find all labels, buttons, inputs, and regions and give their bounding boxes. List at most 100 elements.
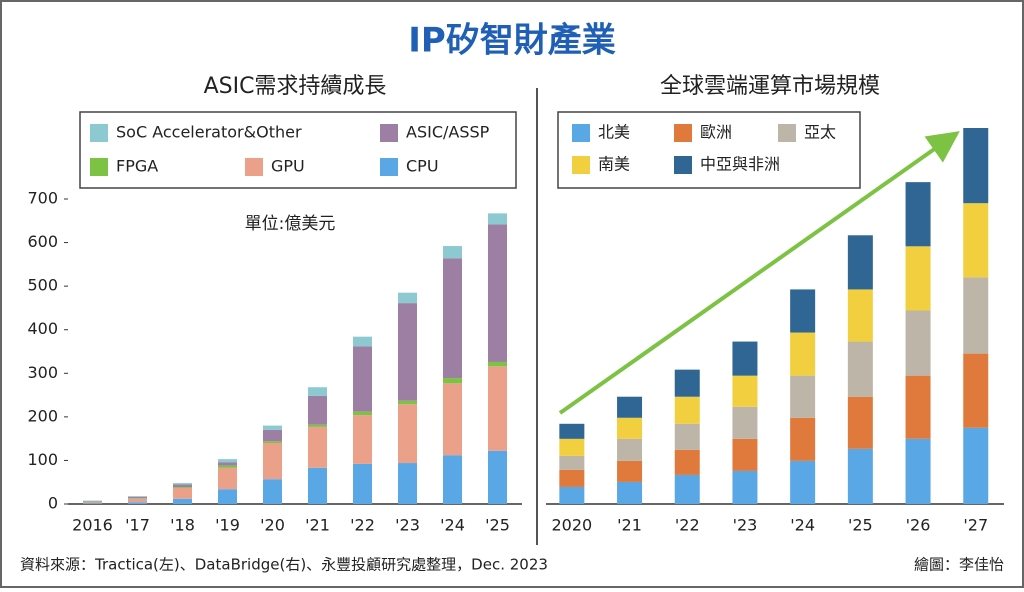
bar-segment: [617, 397, 642, 418]
bar-segment: [128, 502, 147, 504]
x-tick-label: '23: [733, 516, 758, 535]
x-tick-label: '22: [350, 516, 375, 535]
bar-segment: [353, 415, 372, 464]
bar-segment: [790, 333, 815, 376]
bar-segment: [488, 366, 507, 451]
bar-segment: [308, 387, 327, 396]
legend-label: 亞太: [804, 123, 836, 142]
bar-segment: [353, 346, 372, 411]
bar-segment: [488, 451, 507, 504]
bar-segment: [398, 293, 417, 303]
bar-segment: [443, 378, 462, 383]
bar-segment: [173, 484, 192, 487]
legend-label: FPGA: [116, 157, 158, 176]
legend-swatch: [245, 158, 263, 176]
bar-segment: [848, 342, 873, 397]
bar-segment: [732, 407, 757, 439]
legend-label: CPU: [406, 157, 439, 176]
bar-segment: [675, 450, 700, 475]
unit-note: 單位:億美元: [245, 214, 336, 234]
bar-segment: [218, 489, 237, 504]
bar-segment: [128, 499, 147, 502]
bar-segment: [906, 376, 931, 439]
legend-swatch: [380, 158, 398, 176]
bar-segment: [308, 427, 327, 468]
bar-segment: [732, 376, 757, 407]
y-tick-label: 300: [27, 363, 58, 382]
bar-segment: [790, 418, 815, 461]
bar-segment: [443, 383, 462, 455]
bar-segment: [790, 289, 815, 332]
bar-segment: [353, 412, 372, 415]
legend-swatch: [90, 158, 108, 176]
legend-swatch: [674, 124, 692, 142]
x-tick-label: '21: [617, 516, 642, 535]
bar-segment: [906, 439, 931, 504]
bar-segment: [906, 310, 931, 375]
bar-segment: [906, 246, 931, 310]
bar-segment: [732, 471, 757, 504]
x-tick-label: '26: [906, 516, 931, 535]
bar-segment: [83, 503, 102, 504]
bar-segment: [790, 461, 815, 504]
bar-segment: [398, 401, 417, 404]
bar-segment: [443, 455, 462, 504]
legend-label: 北美: [598, 123, 630, 142]
legend-label: 歐洲: [700, 123, 732, 142]
x-tick-label: '27: [963, 516, 988, 535]
bar-segment: [488, 362, 507, 366]
y-tick-label: 500: [27, 276, 58, 295]
bar-segment: [559, 456, 584, 470]
bar-segment: [353, 464, 372, 504]
bar-segment: [263, 479, 282, 504]
bar-segment: [675, 370, 700, 397]
y-tick-label: 600: [27, 232, 58, 251]
bar-segment: [617, 482, 642, 504]
bar-segment: [617, 418, 642, 439]
legend-label: 中亞與非洲: [700, 155, 780, 174]
bar-segment: [963, 354, 988, 428]
bar-segment: [906, 182, 931, 246]
chart-title: 全球雲端運算市場規模: [660, 74, 880, 99]
source-note: 資料來源：Tractica(左)、DataBridge(右)、永豐投顧研究處整理…: [20, 556, 548, 574]
x-tick-label: '24: [790, 516, 815, 535]
bar-segment: [790, 376, 815, 418]
bar-segment: [848, 235, 873, 289]
bar-segment: [173, 487, 192, 488]
bar-segment: [398, 463, 417, 504]
x-tick-label: 2016: [72, 516, 113, 535]
legend-label: SoC Accelerator&Other: [116, 123, 302, 142]
bar-segment: [263, 441, 282, 443]
bar-segment: [308, 468, 327, 504]
y-tick-label: 100: [27, 450, 58, 469]
x-tick-label: '19: [215, 516, 240, 535]
bar-segment: [963, 128, 988, 203]
bar-segment: [263, 443, 282, 479]
bar-segment: [963, 277, 988, 353]
bar-segment: [173, 499, 192, 504]
bar-segment: [443, 246, 462, 258]
bar-segment: [398, 303, 417, 401]
bar-segment: [128, 496, 147, 497]
x-tick-label: '25: [848, 516, 873, 535]
bar-segment: [559, 470, 584, 487]
legend-swatch: [572, 156, 590, 174]
bar-segment: [675, 424, 700, 450]
bar-segment: [675, 397, 700, 424]
x-tick-label: '21: [305, 516, 330, 535]
y-tick-label: 400: [27, 319, 58, 338]
y-tick-label: 700: [27, 189, 58, 208]
bar-segment: [617, 439, 642, 461]
legend-swatch: [778, 124, 796, 142]
bar-segment: [173, 488, 192, 499]
x-tick-label: '17: [125, 516, 150, 535]
bar-segment: [308, 425, 327, 427]
x-tick-label: '25: [485, 516, 510, 535]
bar-segment: [559, 439, 584, 456]
bar-segment: [218, 459, 237, 462]
bar-segment: [617, 461, 642, 482]
bar-segment: [218, 468, 237, 489]
bar-segment: [732, 439, 757, 471]
bar-segment: [963, 203, 988, 277]
legend-swatch: [380, 124, 398, 142]
